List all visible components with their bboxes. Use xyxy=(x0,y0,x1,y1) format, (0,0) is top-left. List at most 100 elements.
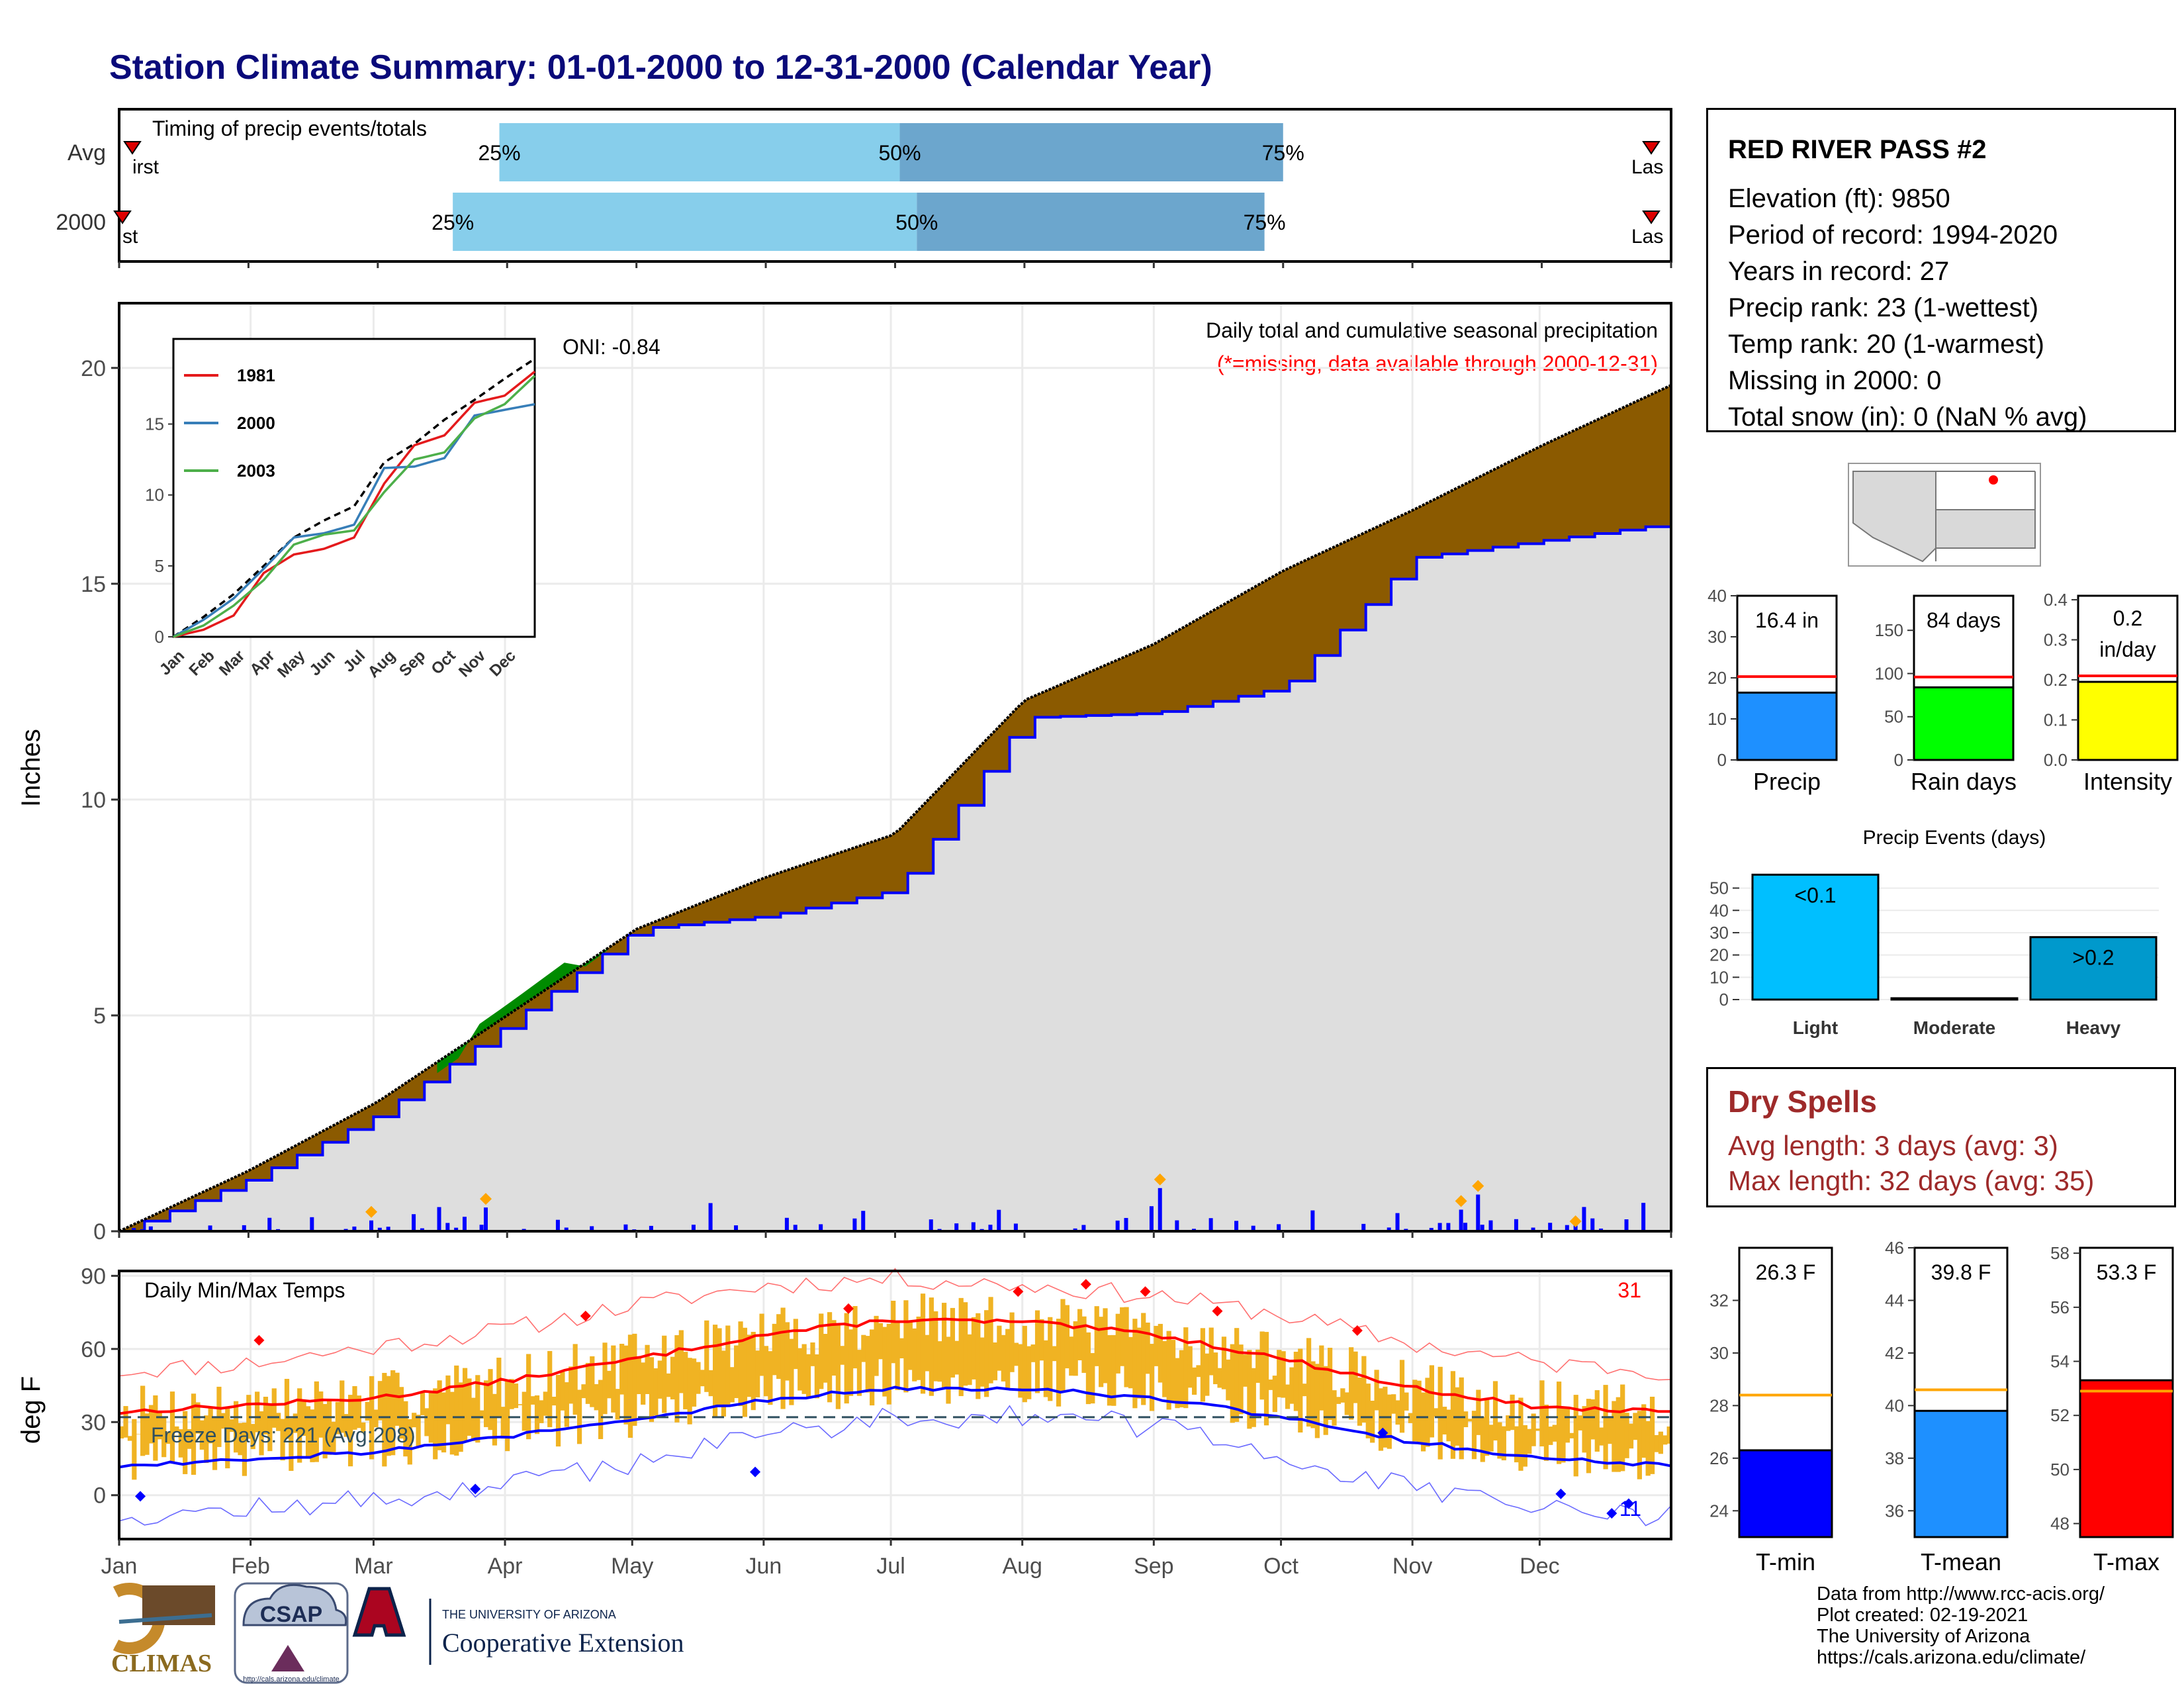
first-event-marker xyxy=(113,211,132,224)
daily-temp-bar xyxy=(696,1362,701,1394)
daily-temp-bar xyxy=(1361,1356,1367,1423)
daily-temp-bar xyxy=(1340,1388,1345,1403)
daily-temp-bar xyxy=(1527,1429,1532,1454)
daily-temp-bar xyxy=(1594,1390,1600,1452)
daily-temp-bar xyxy=(1060,1299,1066,1391)
daily-precip-bar xyxy=(1582,1207,1586,1231)
precip-avg-line xyxy=(118,384,1672,1233)
daily-temp-bar xyxy=(848,1329,854,1396)
precip-panel-title: Daily total and cumulative seasonal prec… xyxy=(1206,318,1658,342)
daily-precip-bar xyxy=(208,1225,212,1231)
y-tick-label: 0.1 xyxy=(2044,710,2068,730)
daily-precip-bar xyxy=(649,1225,653,1231)
daily-temp-bar xyxy=(420,1392,426,1415)
daily-temp-bar xyxy=(267,1403,273,1452)
daily-precip-bar xyxy=(1463,1223,1468,1231)
y-tick-label: 10 xyxy=(1707,709,1727,729)
daily-temp-bar xyxy=(1314,1364,1320,1438)
daily-precip-bar xyxy=(1175,1220,1179,1231)
record-precip-marker xyxy=(1154,1173,1166,1186)
daily-temp-bar xyxy=(1374,1370,1379,1411)
daily-temp-bar xyxy=(979,1337,985,1387)
daily-temp-bar xyxy=(1637,1411,1642,1479)
daily-temp-bar xyxy=(1624,1413,1629,1458)
daily-temp-bar xyxy=(1048,1317,1053,1401)
daily-temp-bar xyxy=(623,1345,629,1425)
daily-temp-bar xyxy=(428,1390,433,1443)
daily-temp-bar xyxy=(335,1401,340,1434)
daily-precip-bar xyxy=(148,1226,153,1231)
y-tick-label: 5 xyxy=(93,1004,106,1029)
daily-temp-bar xyxy=(314,1381,319,1462)
daily-temp-bar xyxy=(891,1300,896,1364)
daily-temp-bar xyxy=(805,1354,811,1398)
daily-temp-bar xyxy=(797,1348,803,1391)
daily-temp-bar xyxy=(191,1393,197,1475)
daily-temp-bar xyxy=(1208,1327,1214,1376)
daily-precip-bar xyxy=(386,1227,390,1231)
daily-precip-bar xyxy=(1437,1223,1442,1231)
record-high-marker xyxy=(253,1335,265,1346)
csap-mountain-icon xyxy=(271,1645,304,1671)
daily-temp-bar xyxy=(954,1340,960,1375)
daily-precip-bar xyxy=(437,1207,441,1231)
daily-temp-bar xyxy=(1306,1338,1312,1427)
daily-temp-bar xyxy=(1395,1400,1400,1425)
daily-temp-bar xyxy=(916,1316,921,1380)
inset-y-tick-label: 15 xyxy=(145,414,164,434)
month-label: Aug xyxy=(1002,1554,1042,1579)
daily-temp-bar xyxy=(925,1335,930,1372)
daily-temp-bar xyxy=(1433,1408,1439,1417)
daily-temp-bar xyxy=(1476,1389,1481,1435)
daily-temp-bar xyxy=(984,1310,989,1397)
daily-temp-bar xyxy=(1552,1425,1557,1442)
daily-precip-bar xyxy=(377,1227,382,1231)
daily-temp-bar xyxy=(700,1370,705,1387)
record-high-marker xyxy=(843,1303,854,1314)
daily-temp-bar xyxy=(1085,1332,1091,1405)
daily-temp-bar xyxy=(1641,1404,1647,1458)
daily-temp-bar xyxy=(653,1368,659,1416)
daily-precip-bar xyxy=(1641,1203,1646,1231)
daily-temp-bar xyxy=(738,1321,743,1407)
summary-bar xyxy=(2077,680,2179,761)
daily-temp-bar xyxy=(1573,1395,1578,1477)
daily-temp-bar xyxy=(1064,1305,1069,1369)
daily-temp-bar xyxy=(581,1384,586,1399)
daily-temp-bar xyxy=(819,1313,824,1389)
daily-temp-bar xyxy=(318,1391,324,1438)
daily-temp-bar xyxy=(1349,1347,1354,1420)
record-low-line xyxy=(118,1405,1672,1526)
daily-temp-bar xyxy=(1018,1344,1023,1398)
daily-temp-bar xyxy=(590,1356,595,1407)
daily-temp-bar xyxy=(572,1344,578,1415)
credits: Data from http://www.rcc-acis.org/Plot c… xyxy=(1817,1583,2105,1668)
daily-temp-bar xyxy=(576,1389,582,1444)
daily-temp-bar xyxy=(271,1388,277,1428)
oni-label: ONI: -0.84 xyxy=(563,335,660,359)
y-tick-label: 54 xyxy=(2050,1352,2070,1372)
daily-temp-bar xyxy=(793,1319,798,1370)
avg-min-line xyxy=(118,1385,1672,1469)
daily-temp-bar xyxy=(1666,1426,1672,1444)
daily-precip-bar xyxy=(1531,1227,1535,1231)
timing-row-label: 2000 xyxy=(56,210,106,235)
daily-temp-bar xyxy=(471,1397,476,1442)
daily-temp-bar xyxy=(1378,1388,1384,1451)
daily-temp-bar xyxy=(352,1385,357,1430)
daily-temp-bar xyxy=(725,1325,731,1406)
y-tick-label: 0.2 xyxy=(2044,670,2068,690)
temp-frame xyxy=(118,1270,1672,1540)
daily-temp-bar xyxy=(946,1336,951,1404)
record-low-marker xyxy=(135,1491,146,1502)
daily-temp-bar xyxy=(1565,1408,1570,1443)
daily-temp-bar xyxy=(1612,1401,1617,1472)
daily-temp-bar xyxy=(1187,1346,1193,1388)
daily-temp-bar xyxy=(1277,1350,1282,1397)
daily-precip-bar xyxy=(445,1223,450,1231)
y-tick-label: 44 xyxy=(1885,1290,1904,1310)
daily-temp-bar xyxy=(1149,1344,1155,1411)
precip-panel-subtitle: (*=missing, data available through 2000-… xyxy=(1217,352,1658,375)
daily-temp-bar xyxy=(1391,1394,1396,1414)
daily-temp-bar xyxy=(1111,1335,1116,1406)
